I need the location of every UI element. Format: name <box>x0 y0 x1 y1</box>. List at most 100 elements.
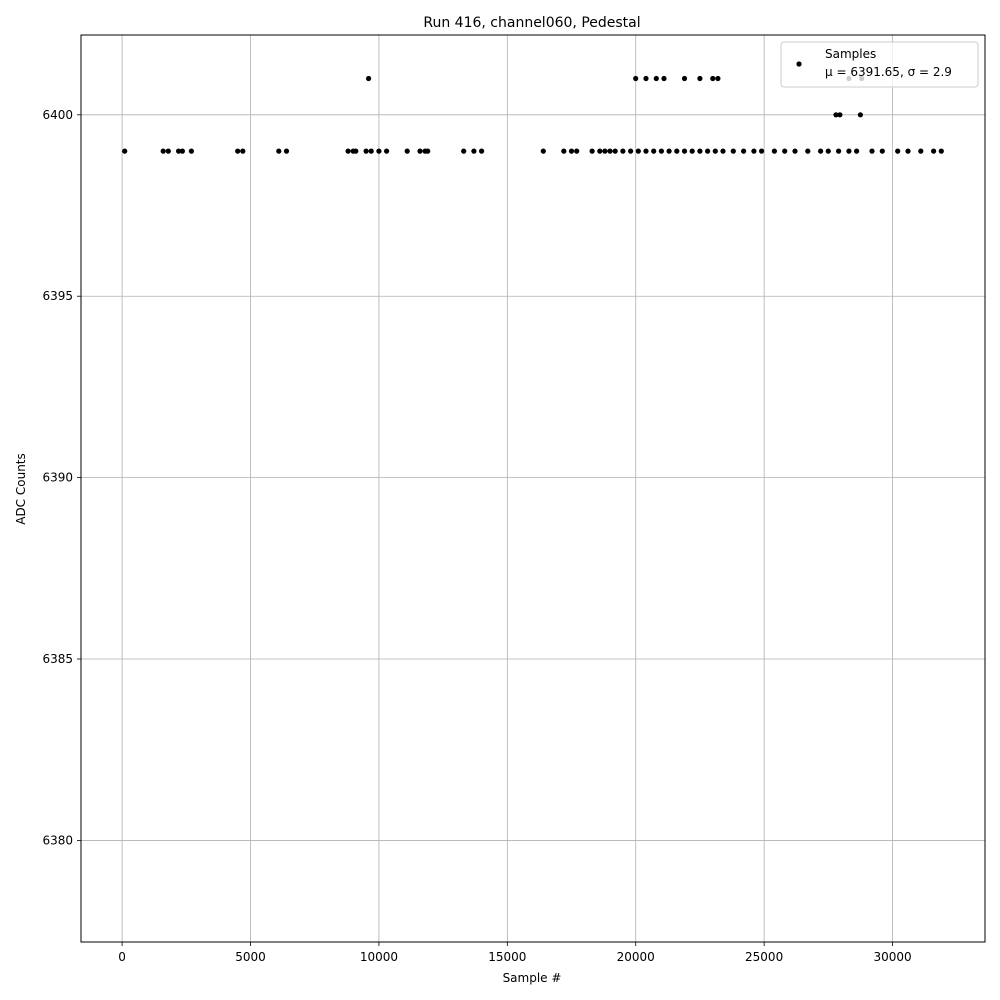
data-point <box>620 148 626 154</box>
data-point <box>741 148 747 154</box>
data-point <box>368 148 374 154</box>
y-tick-label: 6400 <box>42 108 73 122</box>
x-tick-label: 0 <box>118 950 126 964</box>
data-point <box>759 148 765 154</box>
data-point <box>705 148 711 154</box>
x-axis-label: Sample # <box>503 971 562 985</box>
data-point <box>283 148 290 154</box>
data-point <box>176 148 182 154</box>
data-point <box>661 75 667 82</box>
legend: Samples μ = 6391.65, σ = 2.9 <box>780 41 979 88</box>
y-tick-label: 6385 <box>42 652 73 666</box>
data-point <box>179 148 185 154</box>
y-tick-label: 6380 <box>42 833 73 847</box>
data-point <box>612 148 618 154</box>
data-point <box>681 75 688 82</box>
data-point <box>712 148 718 154</box>
legend-box <box>780 41 979 88</box>
data-point <box>404 148 410 154</box>
data-point <box>689 148 695 154</box>
data-point <box>854 148 860 154</box>
data-point <box>905 148 911 154</box>
data-point <box>751 148 757 154</box>
data-point <box>833 112 839 118</box>
data-point <box>879 148 885 154</box>
data-point <box>188 148 194 154</box>
data-point <box>345 148 351 154</box>
grid <box>81 35 985 942</box>
data-point <box>376 148 382 154</box>
data-point <box>697 75 703 82</box>
data-point <box>568 148 575 154</box>
x-tick-label: 10000 <box>360 950 398 964</box>
data-point <box>479 148 485 154</box>
data-point <box>417 148 423 154</box>
data-point <box>461 148 467 154</box>
data-point <box>837 112 843 118</box>
data-point <box>540 148 546 154</box>
legend-series-name: Samples <box>825 47 876 61</box>
data-point <box>931 148 937 154</box>
data-point <box>597 148 603 154</box>
data-point <box>574 148 580 154</box>
data-point <box>602 148 608 154</box>
data-point <box>589 148 595 154</box>
data-point <box>235 148 241 154</box>
y-tick-label: 6390 <box>42 471 73 485</box>
data-point <box>818 148 824 154</box>
data-point <box>160 148 166 154</box>
data-point <box>681 148 688 154</box>
data-point <box>366 75 372 82</box>
data-point <box>643 148 649 154</box>
y-tick-label: 6395 <box>42 289 73 303</box>
data-point <box>363 148 369 154</box>
data-point <box>635 148 641 154</box>
data-point <box>792 148 798 154</box>
x-tick-label: 25000 <box>745 950 783 964</box>
x-tick-label: 20000 <box>617 950 655 964</box>
data-point <box>918 148 924 154</box>
data-point <box>771 148 778 154</box>
data-point <box>628 148 634 154</box>
x-tick-label: 30000 <box>873 950 911 964</box>
data-point <box>782 148 788 154</box>
data-point <box>561 148 567 154</box>
x-tick-label: 15000 <box>488 950 526 964</box>
data-point <box>607 148 613 154</box>
data-point <box>122 148 128 154</box>
x-tick-label: 5000 <box>235 950 266 964</box>
data-point <box>697 148 703 154</box>
data-point <box>674 148 680 154</box>
data-point <box>730 148 736 154</box>
data-point <box>384 148 390 154</box>
y-axis-ticks: 6380 6385 6390 6395 6400 <box>42 108 81 847</box>
data-point <box>471 148 477 154</box>
data-point <box>666 148 672 154</box>
data-point <box>938 148 944 154</box>
data-point <box>805 148 811 154</box>
plot-area-frame <box>80 34 986 943</box>
data-point <box>846 148 852 154</box>
data-point <box>633 75 639 82</box>
data-point <box>643 75 649 82</box>
scatter-points <box>122 75 944 154</box>
data-point <box>825 148 831 154</box>
data-point <box>353 148 359 154</box>
legend-marker <box>796 61 802 67</box>
x-axis-ticks: 0 5000 10000 15000 20000 25000 30000 <box>118 942 912 964</box>
data-point <box>857 112 864 118</box>
data-point <box>425 148 431 154</box>
data-point <box>653 75 659 82</box>
data-point <box>720 148 726 154</box>
chart-title: Run 416, channel060, Pedestal <box>423 15 640 31</box>
data-point <box>165 148 171 154</box>
data-point <box>710 75 716 82</box>
data-point <box>651 148 657 154</box>
data-point <box>836 148 842 154</box>
data-point <box>240 148 246 154</box>
data-point <box>715 75 721 82</box>
data-point <box>895 148 901 154</box>
data-point <box>658 148 665 154</box>
